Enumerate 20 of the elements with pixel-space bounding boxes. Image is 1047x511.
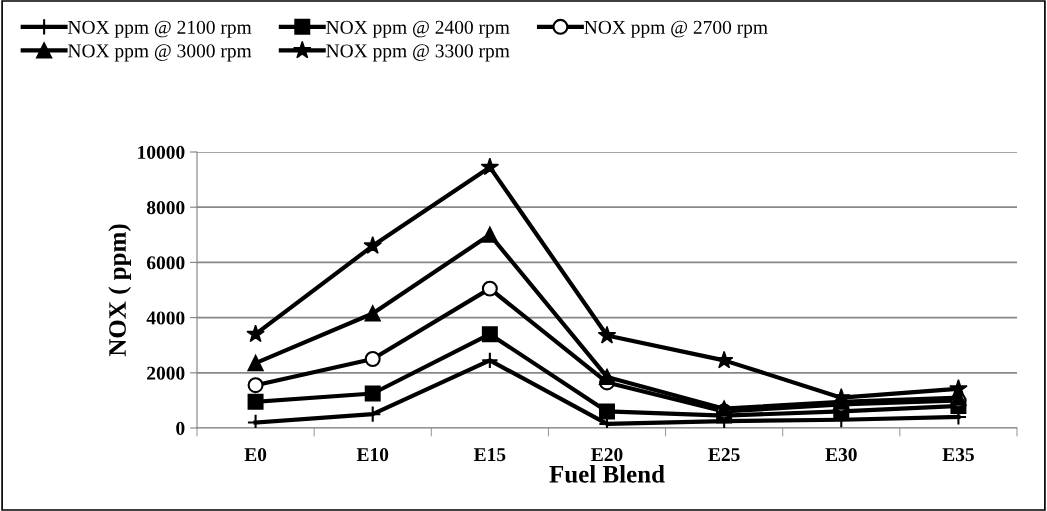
legend-label: NOX ppm @ 3300 rpm bbox=[326, 44, 510, 62]
x-tick-label: E25 bbox=[708, 448, 740, 462]
y-tick-label: 10000 bbox=[138, 145, 185, 159]
y-tick-label: 6000 bbox=[146, 256, 185, 270]
legend-label: NOX ppm @ 2400 rpm bbox=[326, 20, 510, 38]
legend-label: NOX ppm @ 2100 rpm bbox=[68, 20, 252, 38]
y-tick-label: 2000 bbox=[147, 366, 185, 380]
y-tick-label: 4000 bbox=[146, 311, 185, 325]
y-tick-label: 8000 bbox=[146, 201, 185, 215]
y-tick-label: 0 bbox=[176, 421, 185, 435]
x-tick-label: E35 bbox=[942, 448, 974, 462]
x-tick-label: E20 bbox=[591, 448, 623, 462]
x-tick-label: E10 bbox=[356, 448, 389, 462]
y-axis-title: NOX ( ppm) bbox=[108, 224, 132, 357]
legend-label: NOX ppm @ 2700 rpm bbox=[584, 20, 768, 38]
x-axis-title: Fuel Blend bbox=[549, 465, 665, 483]
x-tick-label: E0 bbox=[244, 448, 267, 462]
legend-label: NOX ppm @ 3000 rpm bbox=[68, 44, 252, 62]
x-tick-label: E15 bbox=[473, 448, 506, 462]
x-tick-label: E30 bbox=[825, 448, 857, 462]
